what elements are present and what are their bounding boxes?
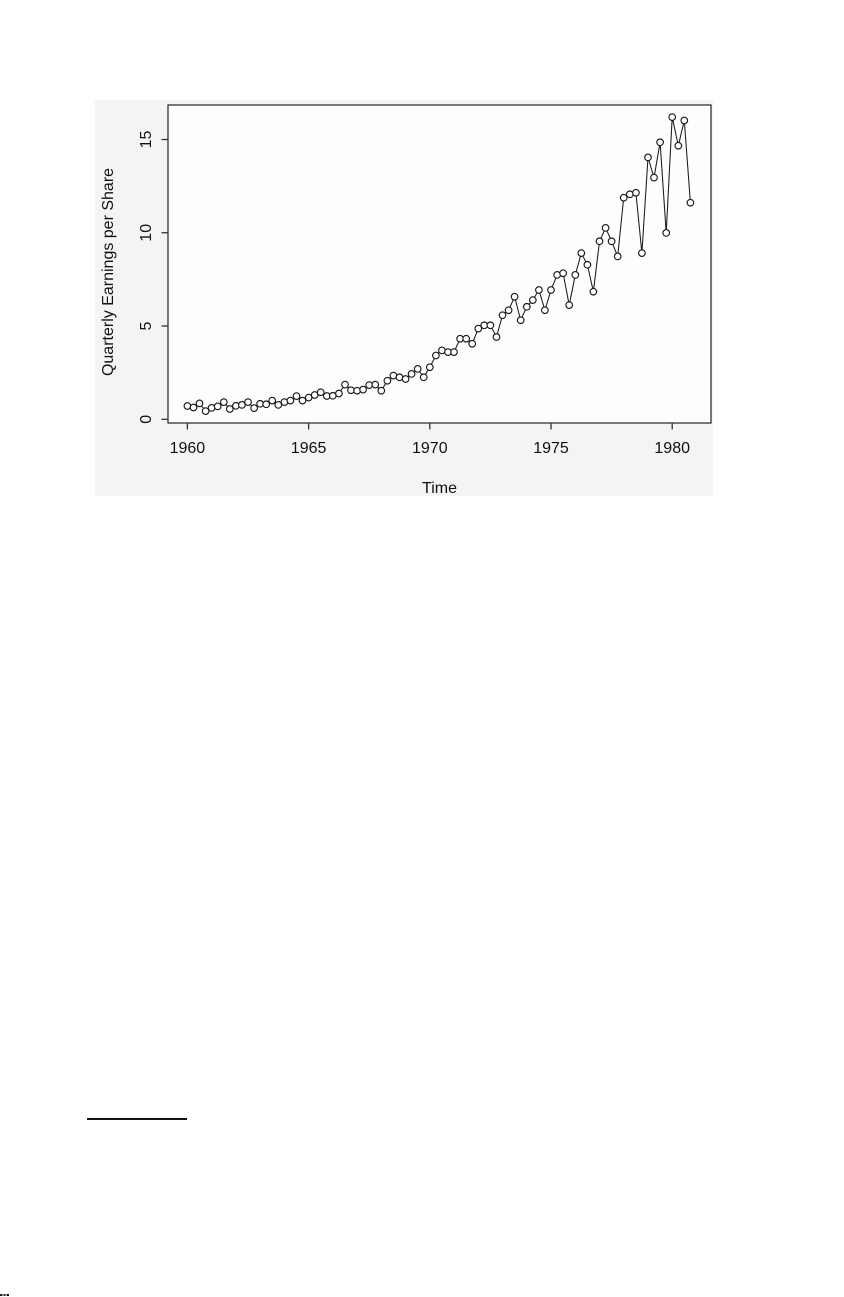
- artifact-pixel: [7, 1293, 9, 1297]
- data-point-marker: [298, 396, 307, 405]
- data-point-marker: [535, 286, 543, 294]
- data-point-marker: [244, 398, 252, 406]
- data-point-marker: [650, 173, 658, 182]
- data-point-marker: [595, 237, 604, 246]
- data-point-marker: [250, 404, 258, 412]
- y-axis-ticks: 0 5 10 15: [138, 131, 168, 424]
- x-tick-label: 1960: [170, 440, 206, 457]
- y-tick-label: 10: [138, 224, 155, 242]
- data-point-marker: [341, 380, 349, 389]
- x-axis-label: Time: [422, 480, 457, 496]
- data-point-marker: [474, 324, 483, 333]
- data-point-marker: [201, 407, 210, 415]
- data-point-marker: [310, 391, 319, 399]
- data-point-marker: [219, 398, 228, 406]
- x-tick-label: 1970: [412, 440, 448, 457]
- data-point-marker: [401, 375, 410, 383]
- data-point-marker: [238, 401, 246, 409]
- page-corner-artifact: [0, 1293, 9, 1297]
- x-tick-label: 1965: [291, 440, 327, 457]
- data-point-marker: [286, 396, 295, 405]
- data-point-marker: [213, 402, 222, 411]
- data-point-marker: [638, 249, 646, 257]
- data-point-marker: [371, 380, 380, 389]
- data-point-marker: [589, 287, 598, 296]
- y-tick-label: 0: [138, 415, 155, 424]
- data-point-marker: [686, 198, 695, 207]
- data-point-marker: [547, 286, 555, 294]
- plot-box-border: [167, 104, 712, 424]
- data-point-marker: [632, 188, 640, 197]
- data-point-marker: [668, 113, 677, 121]
- data-point-marker: [195, 399, 204, 408]
- artifact-pixel: [0, 1293, 2, 1297]
- data-point-marker: [559, 269, 567, 278]
- plot-panel: [168, 105, 711, 423]
- data-point-marker: [486, 321, 495, 330]
- data-point-marker: [571, 271, 580, 279]
- data-point-marker: [425, 363, 434, 372]
- data-point-marker: [522, 302, 531, 311]
- data-point-marker: [377, 386, 386, 395]
- data-point-marker: [498, 311, 507, 320]
- y-tick-label: 5: [138, 321, 155, 330]
- data-point-marker: [674, 141, 683, 150]
- data-point-marker: [601, 224, 610, 232]
- data-point-marker: [644, 153, 652, 162]
- data-point-marker: [450, 348, 458, 356]
- data-point-marker: [189, 403, 198, 412]
- data-point-marker: [225, 405, 234, 413]
- data-point-marker: [510, 292, 519, 301]
- line-chart: 1960 1965 1970 1975 1980 0 5 10 15 Time Quarter…: [100, 104, 712, 496]
- data-point-marker: [541, 306, 549, 315]
- data-point-marker: [516, 316, 525, 325]
- data-point-marker: [432, 351, 440, 360]
- y-axis-label: Quarterly Earnings per Share: [100, 168, 117, 376]
- data-point-marker: [492, 333, 501, 341]
- data-point-marker: [577, 249, 586, 257]
- data-point-marker: [335, 389, 343, 398]
- data-point-marker: [292, 392, 301, 400]
- data-point-marker: [583, 260, 592, 269]
- y-tick-label: 15: [138, 131, 155, 149]
- data-point-marker: [419, 373, 428, 382]
- x-tick-label: 1980: [654, 440, 690, 457]
- x-axis-ticks: 1960 1965 1970 1975 1980: [170, 423, 690, 457]
- data-point-marker: [662, 229, 671, 237]
- data-point-marker: [207, 404, 216, 412]
- artifact-pixel: [1, 1293, 4, 1297]
- data-point-marker: [462, 334, 471, 343]
- data-point-marker: [468, 339, 477, 348]
- data-point-marker: [268, 396, 277, 405]
- data-point-marker: [656, 138, 664, 147]
- data-point-marker: [383, 376, 392, 385]
- artifact-pixel: [5, 1293, 8, 1297]
- data-point-marker: [504, 306, 513, 315]
- data-point-marker: [274, 401, 283, 409]
- eps-time-series-figure: 1960 1965 1970 1975 1980 0 5 10 15 Time Quarter…: [95, 100, 713, 496]
- data-point-marker: [619, 193, 628, 202]
- x-tick-label: 1975: [533, 440, 569, 457]
- data-point-marker: [680, 116, 689, 125]
- data-point-marker: [413, 365, 422, 373]
- data-point-marker: [359, 385, 367, 394]
- series-markers: [183, 113, 695, 415]
- data-point-marker: [262, 400, 271, 409]
- data-point-marker: [607, 237, 616, 246]
- data-point-marker: [613, 252, 622, 261]
- data-point-marker: [316, 388, 325, 397]
- artifact-pixel: [3, 1293, 6, 1297]
- data-point-marker: [565, 301, 574, 309]
- data-point-marker: [528, 296, 537, 304]
- footnote-rule: [87, 1118, 187, 1120]
- data-point-marker: [183, 402, 192, 410]
- data-point-marker: [407, 370, 416, 378]
